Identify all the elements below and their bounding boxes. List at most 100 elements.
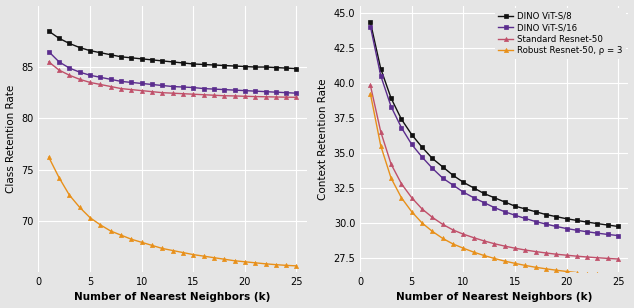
X-axis label: Number of Nearest Neighbors (k): Number of Nearest Neighbors (k) — [396, 292, 592, 302]
Robust Resnet-50, ρ = 3 — [398, 196, 405, 200]
DINO ViT-S/16 — [614, 234, 622, 237]
Standard Resnet-50 — [552, 252, 560, 256]
Robust Resnet-50, ρ = 3 — [573, 271, 581, 274]
Standard Resnet-50 — [439, 222, 446, 226]
X-axis label: Number of Nearest Neighbors (k): Number of Nearest Neighbors (k) — [74, 292, 271, 302]
Robust Resnet-50, ρ = 3 — [439, 237, 446, 240]
Standard Resnet-50 — [387, 162, 395, 166]
DINO ViT-S/16 — [480, 201, 488, 205]
Standard Resnet-50 — [366, 84, 374, 87]
DINO ViT-S/8 — [614, 225, 622, 228]
Line: DINO ViT-S/16: DINO ViT-S/16 — [368, 25, 620, 238]
DINO ViT-S/16 — [511, 213, 519, 217]
Robust Resnet-50, ρ = 3 — [563, 270, 571, 273]
Robust Resnet-50, ρ = 3 — [470, 250, 477, 254]
Robust Resnet-50, ρ = 3 — [418, 221, 426, 225]
Robust Resnet-50, ρ = 3 — [593, 273, 601, 276]
Robust Resnet-50, ρ = 3 — [604, 273, 612, 277]
DINO ViT-S/16 — [377, 74, 385, 78]
DINO ViT-S/8 — [460, 180, 467, 184]
Standard Resnet-50 — [511, 246, 519, 250]
Standard Resnet-50 — [532, 250, 540, 253]
Standard Resnet-50 — [470, 236, 477, 240]
DINO ViT-S/16 — [573, 229, 581, 232]
Standard Resnet-50 — [449, 228, 456, 232]
Standard Resnet-50 — [377, 130, 385, 134]
Robust Resnet-50, ρ = 3 — [387, 176, 395, 180]
Line: Standard Resnet-50: Standard Resnet-50 — [368, 83, 620, 261]
Robust Resnet-50, ρ = 3 — [614, 274, 622, 278]
DINO ViT-S/16 — [439, 176, 446, 180]
DINO ViT-S/16 — [521, 217, 529, 220]
Robust Resnet-50, ρ = 3 — [583, 272, 591, 275]
DINO ViT-S/8 — [563, 217, 571, 221]
Robust Resnet-50, ρ = 3 — [542, 267, 550, 271]
DINO ViT-S/16 — [429, 166, 436, 170]
Robust Resnet-50, ρ = 3 — [377, 144, 385, 148]
Standard Resnet-50 — [521, 248, 529, 252]
Standard Resnet-50 — [563, 253, 571, 257]
DINO ViT-S/8 — [593, 222, 601, 225]
Robust Resnet-50, ρ = 3 — [501, 259, 508, 263]
DINO ViT-S/16 — [542, 222, 550, 226]
DINO ViT-S/16 — [408, 143, 415, 146]
DINO ViT-S/16 — [491, 206, 498, 209]
Robust Resnet-50, ρ = 3 — [552, 268, 560, 272]
DINO ViT-S/8 — [449, 173, 456, 177]
DINO ViT-S/8 — [552, 215, 560, 218]
Robust Resnet-50, ρ = 3 — [429, 229, 436, 233]
Standard Resnet-50 — [491, 242, 498, 245]
DINO ViT-S/8 — [604, 223, 612, 227]
DINO ViT-S/16 — [460, 190, 467, 194]
DINO ViT-S/16 — [387, 105, 395, 108]
Standard Resnet-50 — [460, 232, 467, 236]
DINO ViT-S/8 — [501, 200, 508, 204]
Robust Resnet-50, ρ = 3 — [408, 210, 415, 213]
Y-axis label: Class Retention Rate: Class Retention Rate — [6, 85, 16, 193]
Standard Resnet-50 — [604, 257, 612, 260]
DINO ViT-S/8 — [521, 207, 529, 211]
DINO ViT-S/16 — [593, 231, 601, 235]
Standard Resnet-50 — [501, 244, 508, 248]
Standard Resnet-50 — [614, 257, 622, 261]
Standard Resnet-50 — [398, 182, 405, 185]
DINO ViT-S/16 — [449, 183, 456, 187]
DINO ViT-S/8 — [418, 145, 426, 149]
Standard Resnet-50 — [583, 255, 591, 259]
DINO ViT-S/8 — [542, 213, 550, 217]
Standard Resnet-50 — [573, 254, 581, 258]
DINO ViT-S/8 — [377, 67, 385, 71]
Standard Resnet-50 — [593, 256, 601, 260]
DINO ViT-S/8 — [366, 21, 374, 24]
DINO ViT-S/16 — [532, 220, 540, 223]
Robust Resnet-50, ρ = 3 — [511, 261, 519, 265]
DINO ViT-S/16 — [501, 210, 508, 213]
Standard Resnet-50 — [418, 207, 426, 211]
Robust Resnet-50, ρ = 3 — [449, 242, 456, 246]
Standard Resnet-50 — [480, 239, 488, 243]
DINO ViT-S/8 — [429, 156, 436, 160]
Robust Resnet-50, ρ = 3 — [366, 92, 374, 96]
Standard Resnet-50 — [542, 251, 550, 255]
Line: Robust Resnet-50, ρ = 3: Robust Resnet-50, ρ = 3 — [368, 92, 620, 278]
DINO ViT-S/16 — [418, 155, 426, 159]
Robust Resnet-50, ρ = 3 — [521, 264, 529, 267]
DINO ViT-S/8 — [408, 133, 415, 136]
DINO ViT-S/16 — [366, 25, 374, 28]
DINO ViT-S/8 — [573, 219, 581, 222]
DINO ViT-S/8 — [511, 204, 519, 208]
Robust Resnet-50, ρ = 3 — [480, 253, 488, 257]
Standard Resnet-50 — [429, 216, 436, 219]
Standard Resnet-50 — [408, 196, 415, 200]
Robust Resnet-50, ρ = 3 — [532, 265, 540, 269]
DINO ViT-S/16 — [470, 196, 477, 200]
DINO ViT-S/16 — [563, 227, 571, 230]
DINO ViT-S/8 — [583, 220, 591, 224]
DINO ViT-S/8 — [491, 196, 498, 200]
Line: DINO ViT-S/8: DINO ViT-S/8 — [368, 20, 620, 229]
DINO ViT-S/8 — [439, 165, 446, 169]
DINO ViT-S/16 — [398, 126, 405, 129]
DINO ViT-S/8 — [470, 186, 477, 190]
DINO ViT-S/16 — [583, 230, 591, 234]
DINO ViT-S/8 — [387, 96, 395, 100]
